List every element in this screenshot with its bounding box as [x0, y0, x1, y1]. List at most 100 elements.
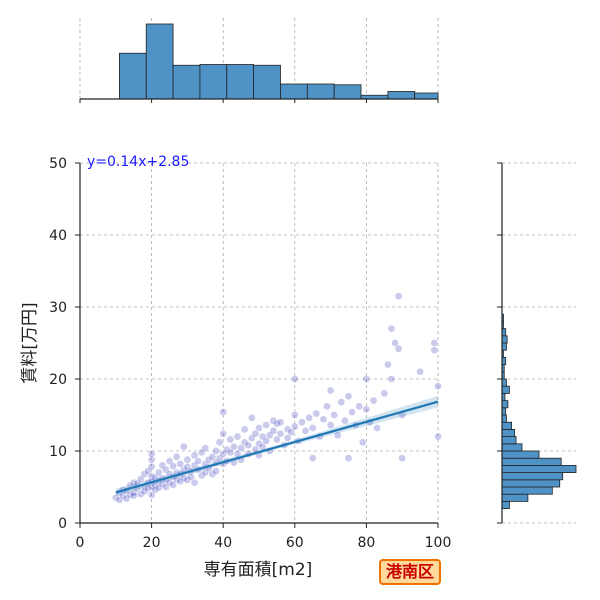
x-axis-title: 専有面積[m2] [204, 560, 313, 580]
data-point [230, 442, 238, 451]
data-point [240, 425, 249, 434]
y-hist-bar [501, 486, 553, 495]
x-tick-label: 60 [286, 535, 304, 551]
data-point [348, 408, 356, 416]
data-point [190, 451, 199, 460]
data-point [326, 421, 335, 429]
data-point [276, 418, 285, 427]
data-point [298, 418, 306, 427]
data-point [398, 454, 407, 463]
data-point [387, 375, 396, 383]
y-tick-label: 10 [49, 444, 67, 460]
data-point [269, 426, 278, 435]
x-tick-label: 20 [143, 535, 161, 551]
data-point [391, 339, 399, 347]
data-point [262, 421, 271, 429]
data-point [215, 438, 224, 447]
x-tick-label: 0 [76, 535, 85, 551]
data-point [330, 411, 339, 419]
data-point [201, 444, 210, 452]
data-point [212, 467, 220, 476]
data-point [326, 386, 335, 395]
data-point [147, 462, 156, 471]
data-point [341, 416, 349, 425]
y-hist-bar [501, 500, 510, 509]
x-hist-bar [306, 83, 335, 100]
y-axis-title: 賃料[万円] [20, 302, 40, 383]
data-point [434, 382, 442, 391]
data-point [276, 429, 285, 438]
data-point [337, 398, 346, 406]
data-point [190, 478, 199, 487]
x-hist-bar [172, 64, 201, 100]
data-point [333, 431, 342, 440]
ward-badge: 港南区 [379, 559, 442, 585]
data-point [301, 426, 310, 435]
x-tick-label: 40 [214, 535, 232, 551]
data-point [312, 409, 321, 418]
regression [115, 395, 439, 496]
data-point [219, 408, 228, 416]
data-point [319, 415, 328, 424]
y-tick-label: 40 [49, 228, 67, 244]
data-point [165, 478, 174, 487]
data-point [430, 339, 439, 347]
data-point [290, 422, 299, 431]
y-hist-bar [501, 342, 507, 351]
y-hist-bar [501, 457, 562, 466]
y-hist-bar [501, 479, 561, 488]
y-hist-bar [501, 428, 515, 437]
data-point [355, 402, 364, 411]
data-point [237, 444, 245, 452]
y-hist-bar [501, 335, 508, 344]
x-hist-bar [333, 84, 362, 100]
data-point [251, 429, 260, 438]
tick-labels: 0 20 40 60 80 100 0 10 20 30 40 50 [49, 156, 451, 551]
data-point [344, 392, 353, 401]
data-point [147, 455, 156, 464]
data-point [255, 424, 263, 432]
data-point [273, 435, 281, 444]
data-point [244, 441, 253, 450]
x-tick-label: 80 [357, 535, 375, 551]
data-point [308, 424, 317, 432]
y-hist-bar [501, 385, 510, 394]
x-hist-bar [280, 83, 308, 100]
y-tick-label: 20 [49, 372, 67, 388]
data-point [394, 344, 403, 353]
y-hist-bar [501, 421, 513, 430]
y-tick-label: 50 [49, 156, 67, 172]
y-tick-label: 0 [58, 516, 67, 532]
data-point [176, 460, 185, 468]
scatter-points [111, 292, 442, 504]
data-point [179, 442, 188, 451]
data-point [384, 360, 392, 369]
data-point [308, 454, 317, 463]
y-hist-bar [501, 472, 564, 481]
y-hist-bar [501, 400, 509, 409]
y-hist-bar [501, 436, 517, 445]
data-point [323, 402, 331, 411]
y-hist-bar [501, 443, 523, 452]
regression-equation: y=0.14x+2.85 [87, 154, 189, 170]
data-point [290, 375, 299, 383]
data-point [219, 429, 228, 438]
x-hist-bar [226, 64, 255, 100]
x-tick-label: 100 [425, 535, 452, 551]
data-point [247, 414, 256, 422]
data-point [151, 486, 160, 494]
data-point [387, 324, 396, 333]
y-hist-bar [501, 378, 507, 387]
data-point [169, 462, 177, 470]
data-point [194, 457, 202, 465]
axes [75, 98, 503, 528]
x-hist-bar [387, 91, 416, 100]
data-point [187, 473, 195, 481]
data-point [362, 375, 371, 383]
marginal-y-histogram [501, 313, 577, 509]
data-point [430, 346, 439, 355]
data-point [373, 424, 381, 432]
data-point [344, 454, 353, 463]
marginal-x-histogram [118, 23, 439, 100]
x-hist-bar [199, 64, 228, 100]
